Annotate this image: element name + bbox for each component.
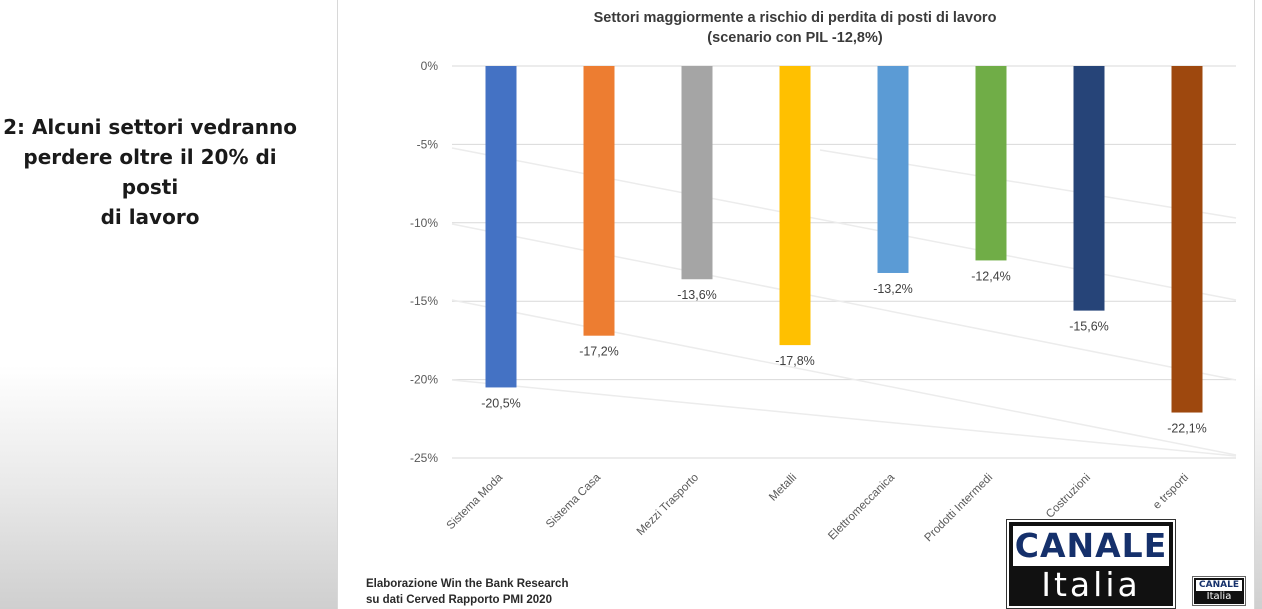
- y-tick-label: 0%: [421, 59, 439, 73]
- logo-top-text: CANALE: [1013, 526, 1169, 566]
- source-line-2: su dati Cerved Rapporto PMI 2020: [366, 594, 552, 606]
- y-tick-label: -20%: [410, 373, 438, 387]
- x-tick-label: Mezzi Trasporto: [635, 472, 701, 538]
- screen-glare: [451, 147, 1237, 301]
- data-label: -12,4%: [971, 269, 1011, 283]
- data-label: -13,2%: [873, 282, 913, 296]
- chart-title: Settori maggiormente a rischio di perdit…: [593, 10, 997, 26]
- chart-subtitle: (scenario con PIL -12,8%): [707, 30, 883, 46]
- logo-bottom-text: Italia: [1041, 565, 1141, 604]
- bar: [1171, 66, 1203, 413]
- screen-glare: [451, 223, 1237, 381]
- x-tick-label: Prodotti Intermedi: [922, 472, 995, 545]
- x-tick-label: Sistema Moda: [445, 471, 506, 532]
- data-label: -20,5%: [481, 396, 521, 410]
- y-tick-label: -15%: [410, 294, 438, 308]
- data-label: -17,2%: [579, 345, 619, 359]
- slide-caption: 2: Alcuni settori vedranno perdere oltre…: [0, 112, 300, 232]
- x-tick-label: Elettromeccanica: [826, 471, 897, 542]
- x-tick-label: e trsporti: [1151, 472, 1191, 512]
- data-label: -15,6%: [1069, 320, 1109, 334]
- bar: [779, 66, 811, 346]
- bar: [877, 66, 909, 273]
- data-label: -13,6%: [677, 288, 717, 302]
- data-label: -17,8%: [775, 354, 815, 368]
- screen-glare: [451, 299, 1237, 456]
- bar: [583, 66, 615, 336]
- y-tick-label: -10%: [410, 216, 438, 230]
- y-tick-label: -25%: [410, 451, 438, 465]
- chart-title-block: Settori maggiormente a rischio di perdit…: [337, 8, 1253, 48]
- logo-small-top-text: CANALE: [1196, 580, 1242, 591]
- screen-glare: [451, 379, 1237, 457]
- caption-line-3: di lavoro: [100, 205, 200, 229]
- bar: [681, 66, 713, 280]
- logo-small-bottom-text: Italia: [1206, 591, 1232, 602]
- bar: [975, 66, 1007, 261]
- caption-line-1: 2: Alcuni settori vedranno: [3, 115, 297, 139]
- bar: [1073, 66, 1105, 311]
- source-line-1: Elaborazione Win the Bank Research: [366, 578, 569, 590]
- data-label: -22,1%: [1167, 422, 1207, 436]
- x-tick-label: Metalli: [767, 472, 799, 504]
- source-note: Elaborazione Win the Bank Research su da…: [366, 576, 568, 608]
- channel-logo: CANALE Italia: [1007, 520, 1175, 608]
- bar: [485, 66, 517, 388]
- y-tick-label: -5%: [417, 137, 439, 151]
- channel-logo-small: CANALE Italia: [1193, 577, 1245, 605]
- x-tick-label: Sistema Casa: [544, 471, 604, 531]
- x-tick-label: Costruzioni: [1044, 472, 1093, 521]
- caption-line-2: perdere oltre il 20% di posti: [23, 145, 277, 199]
